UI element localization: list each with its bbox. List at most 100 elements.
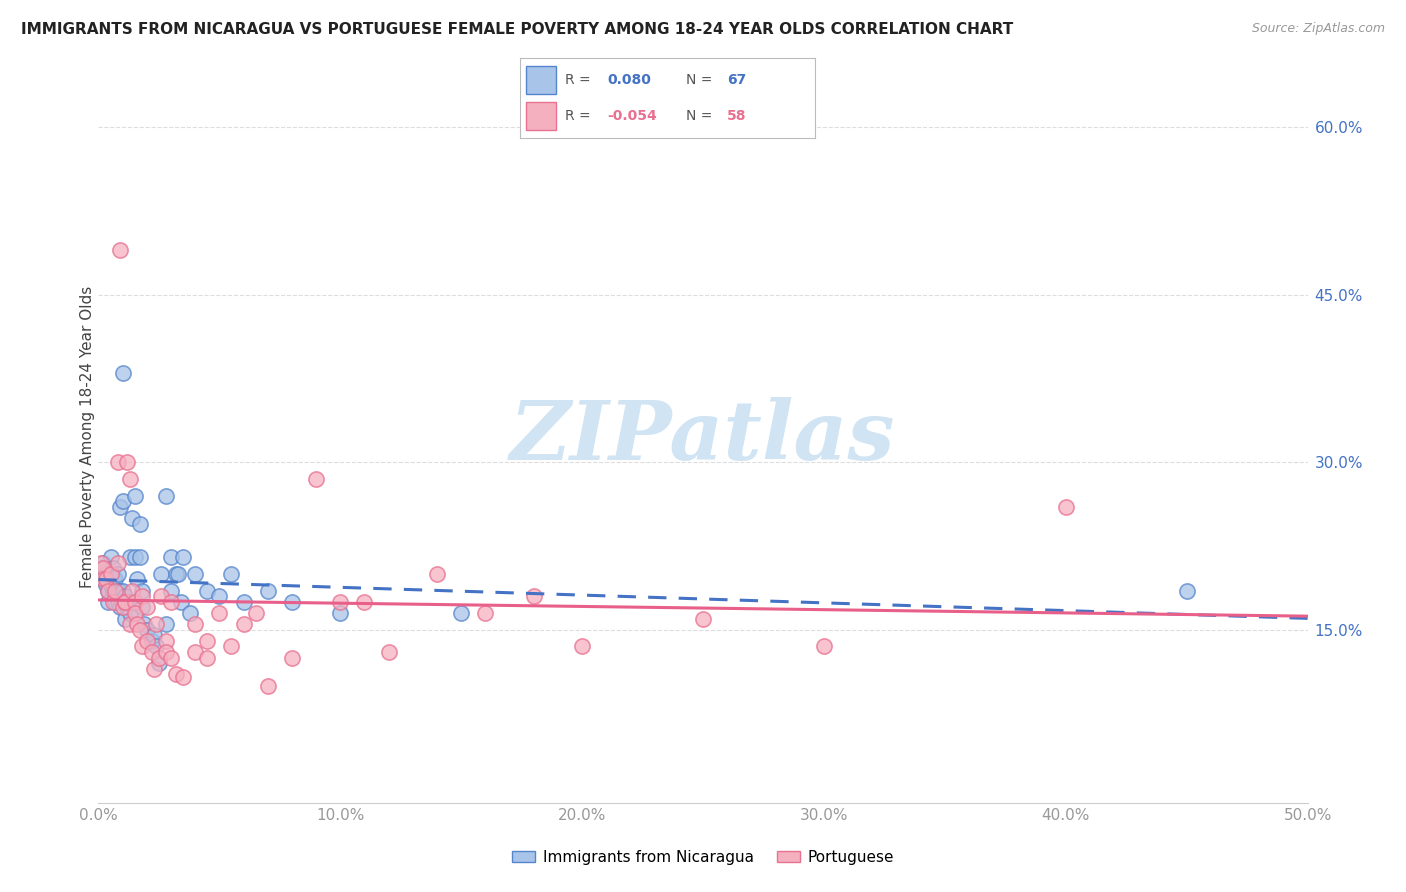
Point (329, 595, 352, 609)
Point (118, 606, 141, 620)
Point (124, 489, 146, 503)
Point (353, 595, 375, 609)
Point (107, 455, 129, 469)
Point (114, 589, 136, 603)
Text: N =: N = (686, 73, 716, 87)
Point (101, 595, 124, 609)
Point (155, 617, 177, 632)
Point (104, 583, 127, 598)
Point (329, 606, 352, 620)
Point (195, 633, 218, 648)
Text: R =: R = (565, 109, 595, 123)
Point (107, 595, 129, 609)
Point (91, 573, 114, 587)
Point (127, 617, 149, 632)
Legend: Immigrants from Nicaragua, Portuguese: Immigrants from Nicaragua, Portuguese (512, 850, 894, 864)
Point (124, 606, 146, 620)
Point (221, 566, 243, 581)
Point (167, 566, 190, 581)
Point (111, 600, 134, 615)
Point (195, 650, 218, 665)
Point (97, 595, 120, 609)
Point (172, 670, 194, 684)
Point (143, 662, 166, 676)
Text: -0.054: -0.054 (607, 109, 657, 123)
Point (124, 550, 146, 565)
Point (169, 595, 191, 609)
Point (195, 583, 218, 598)
Point (128, 550, 150, 565)
Point (141, 645, 163, 659)
Point (107, 556, 129, 570)
Point (124, 595, 146, 609)
Point (150, 589, 173, 603)
Point (118, 617, 141, 632)
Point (101, 561, 124, 575)
Point (100, 566, 122, 581)
Point (256, 583, 278, 598)
Point (91, 573, 114, 587)
Point (104, 573, 127, 587)
Point (94, 573, 117, 587)
Point (160, 650, 183, 665)
Point (184, 645, 207, 659)
Point (118, 472, 141, 486)
Point (571, 640, 593, 654)
Point (131, 589, 153, 603)
Point (450, 606, 472, 620)
Point (155, 633, 177, 648)
Point (256, 679, 278, 693)
Point (1054, 500, 1077, 514)
Point (94, 566, 117, 581)
Point (90, 561, 112, 575)
Point (155, 489, 177, 503)
Point (184, 617, 207, 632)
Point (97, 583, 120, 598)
Point (426, 566, 449, 581)
Point (114, 595, 136, 609)
Point (148, 657, 170, 671)
Point (108, 243, 131, 257)
Point (474, 606, 496, 620)
Point (143, 628, 166, 642)
Point (121, 583, 143, 598)
Point (111, 583, 134, 598)
Point (523, 589, 546, 603)
Point (121, 595, 143, 609)
Point (145, 617, 167, 632)
Point (281, 595, 304, 609)
Point (104, 589, 127, 603)
Point (100, 578, 122, 592)
Point (184, 566, 207, 581)
Point (221, 640, 243, 654)
Text: 58: 58 (727, 109, 747, 123)
Point (131, 583, 153, 598)
Point (165, 566, 187, 581)
Bar (526, 103, 555, 130)
Point (377, 645, 399, 659)
Point (179, 606, 201, 620)
Point (145, 640, 167, 654)
Point (117, 600, 139, 615)
Point (94, 578, 117, 592)
Point (135, 600, 157, 615)
Point (165, 667, 187, 681)
Point (91, 556, 114, 570)
Point (90, 556, 112, 570)
Point (155, 645, 177, 659)
Point (160, 550, 183, 565)
Point (104, 595, 127, 609)
Point (208, 606, 231, 620)
Text: ZIPatlas: ZIPatlas (510, 397, 896, 477)
Point (245, 606, 267, 620)
Point (128, 516, 150, 531)
Point (305, 472, 328, 486)
Point (107, 583, 129, 598)
Text: N =: N = (686, 109, 716, 123)
Point (100, 566, 122, 581)
Point (118, 550, 141, 565)
Point (117, 455, 139, 469)
Point (108, 600, 131, 615)
Point (160, 595, 183, 609)
Point (101, 583, 124, 598)
